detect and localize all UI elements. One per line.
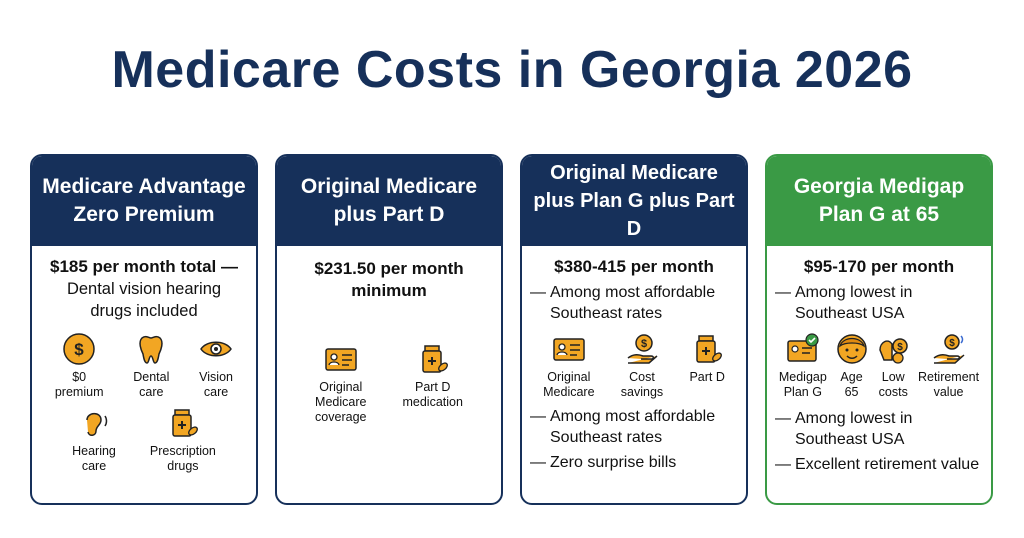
card-georgia-medigap-plan-g: Georgia Medigap Plan G at 65 $95-170 per… (765, 154, 993, 505)
card-header-text: Georgia Medigap Plan G at 65 (793, 175, 965, 226)
price-text: $185 per month total — (50, 257, 238, 276)
id-card-icon (325, 348, 357, 371)
svg-text:$: $ (74, 340, 84, 359)
icon-item: Prescription drugs (150, 406, 216, 474)
ear-icon (86, 412, 108, 436)
svg-text:$: $ (897, 342, 903, 353)
icon-item: Hearing care (72, 406, 116, 474)
medigap-card-icon (787, 333, 819, 362)
card-header: Georgia Medigap Plan G at 65 (767, 156, 991, 246)
icon-item: Original Medicare coverage (315, 342, 366, 425)
id-card-icon (553, 338, 585, 361)
bullet-item: — Among most affordable Southeast rates (530, 408, 716, 446)
icon-item: $ Cost savings (621, 332, 663, 400)
pill-bottle-icon (696, 335, 723, 363)
pill-bottle-icon (421, 345, 448, 373)
retirement-hand-icon: $ (933, 334, 965, 364)
bullet-item: — Among most affordable Southeast rates (530, 284, 716, 322)
card-header: Original Medicare plus Part D (277, 156, 501, 246)
icon-item: Original Medicare (543, 332, 595, 400)
svg-text:$: $ (949, 338, 955, 349)
card-header: Original Medicare plus Plan G plus Part … (522, 156, 746, 246)
svg-text:$: $ (641, 338, 647, 350)
icon-item: Vision care (199, 332, 233, 400)
tooth-icon (139, 335, 163, 364)
coins-hand-icon: $ (879, 338, 908, 364)
card-header-text: Original Medicare plus Part D (300, 175, 478, 226)
bullet-item: — Among lowest in Southeast USA (775, 410, 913, 448)
icon-item: Part D (689, 332, 725, 385)
bullet-item: — Zero surprise bills (530, 454, 677, 471)
icon-item: Medigap Plan G (779, 332, 827, 400)
icon-item: $ Retirement value (918, 332, 979, 400)
pill-bottle-icon (172, 409, 198, 437)
price-text: $380-415 per month (554, 257, 714, 276)
icon-item: $ Low costs (876, 332, 910, 400)
card-medicare-advantage: Medicare Advantage Zero Premium $185 per… (30, 154, 258, 505)
page-title: Medicare Costs in Georgia 2026 (111, 41, 913, 99)
icon-item: $ $0 premium (55, 332, 103, 400)
icon-item: Age 65 (835, 332, 869, 400)
card-original-medicare-part-d: Original Medicare plus Part D $231.50 pe… (275, 154, 503, 505)
price-subtext: Dental vision hearing drugs included (66, 280, 222, 320)
price-text: $95-170 per month (803, 257, 955, 276)
card-header-text: Medicare Advantage Zero Premium (42, 175, 246, 226)
icon-item: Part D medication (402, 342, 463, 410)
hand-coin-icon: $ (627, 334, 658, 364)
dollar-coin-icon: $ (63, 333, 95, 365)
eye-icon (200, 341, 232, 357)
bullet-item: — Excellent retirement value (775, 456, 980, 473)
bullet-item: — Among lowest in Southeast USA (775, 284, 913, 322)
price-text: $231.50 per month minimum (314, 259, 464, 300)
card-header-text: Original Medicare plus Plan G plus Part … (533, 162, 735, 240)
card-original-medicare-plan-g-part-d: Original Medicare plus Plan G plus Part … (520, 154, 748, 505)
face-icon (836, 334, 867, 364)
card-header: Medicare Advantage Zero Premium (32, 156, 256, 246)
icon-item: Dental care (133, 332, 169, 400)
